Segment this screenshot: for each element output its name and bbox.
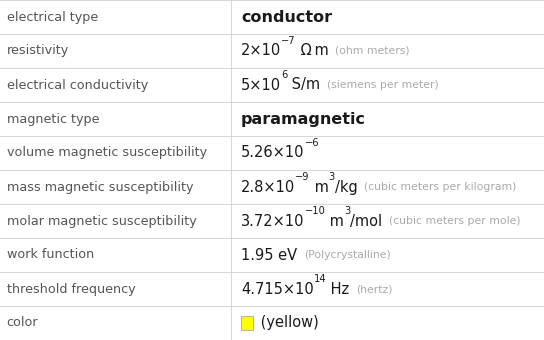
Text: color: color xyxy=(7,317,38,329)
Text: 3: 3 xyxy=(329,172,335,182)
Text: 2×10: 2×10 xyxy=(241,44,281,58)
Text: 2.8×10: 2.8×10 xyxy=(241,180,295,194)
Text: paramagnetic: paramagnetic xyxy=(241,112,366,126)
Text: electrical conductivity: electrical conductivity xyxy=(7,79,148,91)
Text: −7: −7 xyxy=(281,36,296,46)
Text: 14: 14 xyxy=(314,274,326,284)
Text: /mol: /mol xyxy=(350,214,382,228)
Text: magnetic type: magnetic type xyxy=(7,113,99,125)
Text: conductor: conductor xyxy=(241,10,332,24)
Text: (siemens per meter): (siemens per meter) xyxy=(327,80,439,90)
Text: −6: −6 xyxy=(305,138,319,148)
Text: resistivity: resistivity xyxy=(7,45,69,57)
Text: (cubic meters per kilogram): (cubic meters per kilogram) xyxy=(364,182,516,192)
Text: 5×10: 5×10 xyxy=(241,78,281,92)
Text: S/m: S/m xyxy=(287,78,320,92)
Text: 3: 3 xyxy=(344,206,350,216)
Text: (cubic meters per mole): (cubic meters per mole) xyxy=(389,216,521,226)
Text: −9: −9 xyxy=(295,172,310,182)
Text: (Polycrystalline): (Polycrystalline) xyxy=(304,250,391,260)
Text: volume magnetic susceptibility: volume magnetic susceptibility xyxy=(7,147,207,159)
Text: 4.715×10: 4.715×10 xyxy=(241,282,314,296)
Text: molar magnetic susceptibility: molar magnetic susceptibility xyxy=(7,215,196,227)
Text: threshold frequency: threshold frequency xyxy=(7,283,135,295)
Text: /kg: /kg xyxy=(335,180,357,194)
Text: 6: 6 xyxy=(281,70,287,80)
Text: −10: −10 xyxy=(305,206,325,216)
Text: 5.26×10: 5.26×10 xyxy=(241,146,305,160)
Text: (yellow): (yellow) xyxy=(256,316,319,330)
Text: m: m xyxy=(310,180,329,194)
Text: work function: work function xyxy=(7,249,94,261)
Text: electrical type: electrical type xyxy=(7,11,98,23)
Text: (ohm meters): (ohm meters) xyxy=(335,46,410,56)
Text: Hz: Hz xyxy=(326,282,349,296)
Bar xyxy=(241,316,253,330)
Text: 3.72×10: 3.72×10 xyxy=(241,214,305,228)
Text: (hertz): (hertz) xyxy=(356,284,393,294)
Text: m: m xyxy=(325,214,344,228)
Text: 1.95 eV: 1.95 eV xyxy=(241,248,297,262)
Text: mass magnetic susceptibility: mass magnetic susceptibility xyxy=(7,181,193,193)
Text: Ω m: Ω m xyxy=(296,44,329,58)
